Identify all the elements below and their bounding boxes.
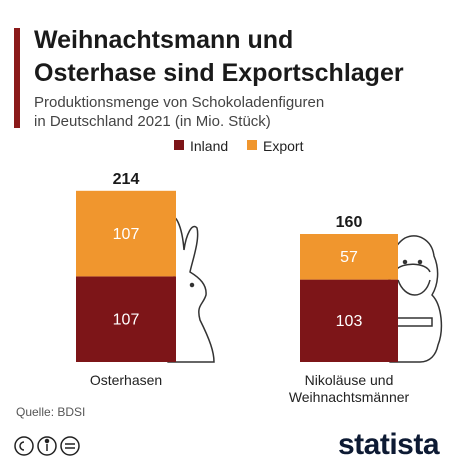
total-label: 214 — [113, 171, 140, 188]
legend-label: Inland — [190, 138, 229, 154]
legend-swatch — [247, 140, 257, 150]
chart-title: Weihnachtsmann und Osterhase sind Export… — [34, 26, 404, 87]
bar-segment — [300, 279, 398, 362]
legend-label: Export — [263, 138, 304, 154]
bar-segment — [76, 190, 176, 277]
category-label: Osterhasen — [89, 372, 163, 388]
source: Quelle: BDSI — [16, 405, 86, 419]
legend-swatch — [174, 140, 184, 150]
value-label: 107 — [113, 226, 140, 243]
value-label: 57 — [340, 249, 358, 266]
chart-subtitle: Produktionsmenge von Schokoladenfiguren … — [34, 94, 325, 130]
value-label: 107 — [113, 311, 140, 328]
license-icons — [14, 436, 80, 456]
logo: statista — [338, 428, 440, 461]
category-label: Nikoläuse und Weihnachtsmänner — [288, 372, 410, 405]
bar-segment — [76, 276, 176, 362]
total-label: 160 — [336, 214, 363, 231]
accent-bar — [14, 28, 20, 128]
value-label: 103 — [336, 313, 363, 330]
bar-segment — [300, 234, 398, 280]
